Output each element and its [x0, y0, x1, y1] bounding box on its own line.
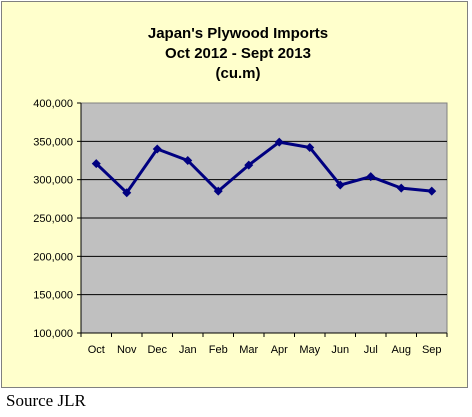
line-chart: Japan's Plywood Imports Oct 2012 - Sept … — [33, 25, 448, 356]
y-tick-label: 400,000 — [33, 98, 73, 110]
chart-title-line-2: Oct 2012 - Sept 2013 — [165, 45, 311, 62]
x-tick-label: Dec — [147, 344, 167, 356]
data-point-marker — [335, 180, 345, 190]
data-point-marker — [122, 188, 132, 198]
data-point-marker — [274, 137, 284, 147]
y-tick-label: 350,000 — [33, 136, 73, 148]
x-tick-label: Jan — [179, 344, 197, 356]
data-point-marker — [366, 172, 376, 182]
data-point-marker — [396, 183, 406, 193]
axes: 100,000 150,000 200,000 250,000 300,000 350,0… — [33, 98, 448, 356]
x-tick-label: Jul — [364, 344, 378, 356]
data-series — [91, 137, 437, 198]
x-tick-label: Sep — [422, 344, 442, 356]
series-line — [95, 140, 432, 195]
x-tick-label: Feb — [209, 344, 228, 356]
source-note: Source JLR — [6, 391, 86, 410]
data-point-marker — [427, 186, 437, 196]
data-point-marker — [91, 159, 101, 169]
x-tick-label: Apr — [271, 344, 288, 356]
y-tick-label: 200,000 — [33, 251, 73, 263]
x-tick-label: Jun — [331, 344, 349, 356]
x-tick-label: Oct — [88, 344, 105, 356]
y-tick-label: 300,000 — [33, 175, 73, 187]
gridlines — [81, 140, 447, 296]
x-tick-label: Mar — [239, 344, 258, 356]
y-tick-label: 250,000 — [33, 213, 73, 225]
x-tick-label: Aug — [391, 344, 411, 356]
data-point-marker — [152, 144, 162, 154]
x-tick-label: Nov — [117, 344, 137, 356]
chart-title-line-3: (cu.m) — [216, 65, 261, 82]
data-point-marker — [213, 186, 223, 196]
chart-title-line-1: Japan's Plywood Imports — [148, 25, 328, 42]
data-point-marker — [305, 142, 315, 152]
chart-frame: Japan's Plywood Imports Oct 2012 - Sept … — [1, 1, 468, 388]
y-tick-label: 150,000 — [33, 290, 73, 302]
y-tick-label: 100,000 — [33, 328, 73, 340]
x-tick-label: May — [299, 344, 320, 356]
data-point-marker — [183, 156, 193, 165]
data-point-marker — [244, 160, 254, 170]
